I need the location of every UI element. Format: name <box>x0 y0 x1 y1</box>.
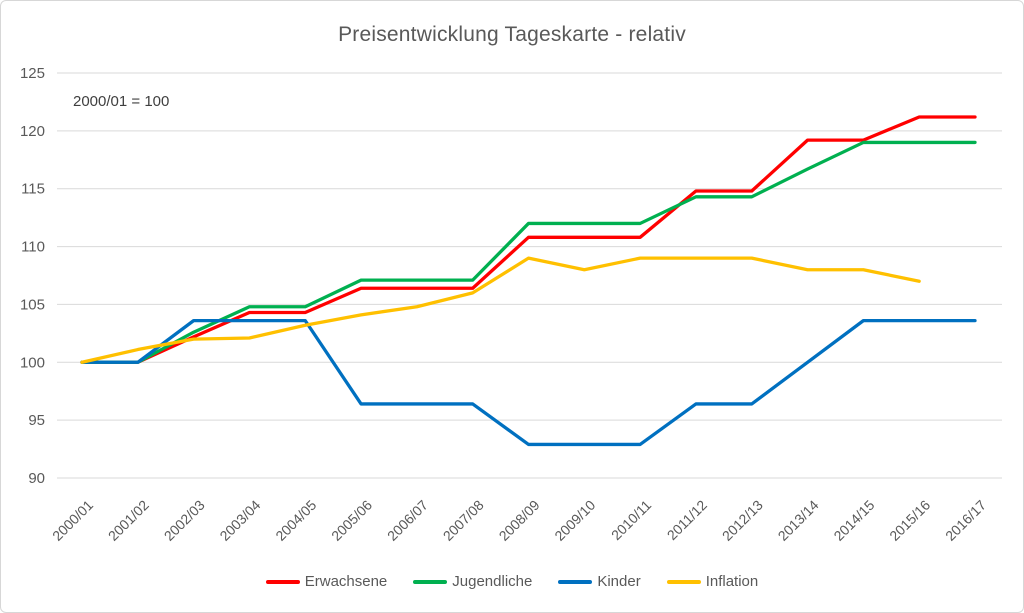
x-axis-tick-label: 2004/05 <box>272 497 319 544</box>
x-axis-tick-label: 2012/13 <box>719 497 766 544</box>
legend-swatch-blue-line-icon <box>558 579 593 584</box>
series-line-jugendliche <box>80 140 977 364</box>
series-line-kinder <box>80 318 977 447</box>
x-axis-tick-label: 2005/06 <box>328 497 375 544</box>
x-axis-tick-label: 2002/03 <box>161 497 208 544</box>
y-axis-tick-label: 105 <box>20 296 45 313</box>
x-axis-tick-label: 2013/14 <box>775 497 822 544</box>
legend-item-kinder: Kinder <box>558 573 641 590</box>
legend-swatch-green-line-icon <box>413 579 448 584</box>
series-line-inflation <box>80 256 921 364</box>
x-axis-tick-label: 2010/11 <box>608 497 655 544</box>
x-axis-tick-label: 2016/17 <box>942 497 989 544</box>
legend-label: Kinder <box>597 573 641 590</box>
legend-label: Erwachsene <box>304 573 388 590</box>
legend-item-erwachsene: Erwachsene <box>265 573 388 590</box>
legend-label: Inflation <box>705 573 759 590</box>
x-axis-tick-label: 2011/12 <box>664 497 711 544</box>
base-index-annotation: 2000/01 = 100 <box>73 93 170 110</box>
chart-title: Preisentwicklung Tageskarte - relativ <box>338 23 686 46</box>
y-axis-tick-label: 95 <box>28 412 45 429</box>
legend-item-jugendliche: Jugendliche <box>413 573 532 590</box>
legend-swatch-yellow-line-icon <box>666 579 701 584</box>
x-axis-tick-label: 2009/10 <box>551 497 598 544</box>
y-axis-tick-label: 125 <box>20 65 45 82</box>
y-axis-tick-label: 115 <box>21 181 45 198</box>
y-axis-tick-label: 90 <box>28 470 45 487</box>
x-axis-tick-label: 2006/07 <box>384 497 431 544</box>
legend: Erwachsene Jugendliche Kinder Inflation <box>1 573 1023 590</box>
y-axis-tick-label: 110 <box>21 239 45 256</box>
x-axis-tick-label: 2000/01 <box>49 497 96 544</box>
x-axis-tick-label: 2008/09 <box>496 497 543 544</box>
y-axis-tick-label: 100 <box>20 354 45 371</box>
x-axis-tick-label: 2001/02 <box>105 497 152 544</box>
legend-item-inflation: Inflation <box>666 573 759 590</box>
y-axis-tick-label: 120 <box>20 123 45 140</box>
x-axis-tick-label: 2014/15 <box>830 497 877 544</box>
x-axis-tick-label: 2007/08 <box>440 497 487 544</box>
legend-label: Jugendliche <box>452 573 533 590</box>
legend-swatch-red-line-icon <box>265 579 300 584</box>
x-axis-tick-label: 2015/16 <box>886 497 933 544</box>
x-axis-tick-label: 2003/04 <box>216 497 263 544</box>
